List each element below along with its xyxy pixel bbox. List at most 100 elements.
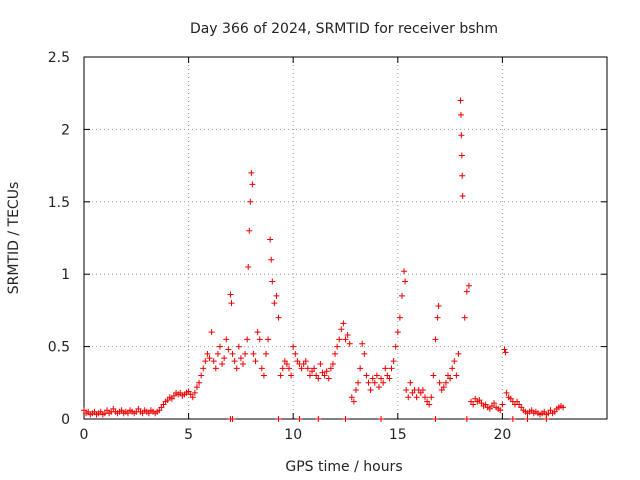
data-point: [458, 132, 465, 139]
data-point: [249, 181, 256, 188]
data-point: [315, 416, 322, 422]
data-point: [269, 278, 276, 285]
data-point: [206, 355, 213, 362]
data-point: [436, 379, 443, 386]
data-point: [432, 416, 439, 422]
data-point: [210, 358, 217, 365]
data-point: [390, 358, 397, 365]
data-point: [543, 416, 550, 422]
data-point: [317, 360, 324, 367]
data-point: [306, 372, 313, 379]
data-point: [292, 350, 299, 357]
data-point: [332, 350, 339, 357]
data-point: [325, 375, 332, 382]
data-point: [405, 394, 412, 401]
data-point: [455, 350, 462, 357]
data-point: [311, 365, 318, 372]
data-point: [327, 365, 334, 372]
data-point: [447, 375, 454, 382]
data-point: [396, 314, 403, 321]
data-point: [288, 372, 295, 379]
data-point: [442, 379, 449, 386]
plot-frame: [83, 56, 608, 420]
data-point: [457, 97, 464, 104]
data-point: [388, 365, 395, 372]
data-point: [189, 394, 196, 401]
data-point: [268, 256, 275, 263]
data-point: [352, 387, 359, 394]
data-point: [229, 350, 236, 357]
data-point: [449, 365, 456, 372]
data-point: [212, 365, 219, 372]
data-point: [214, 350, 221, 357]
data-point: [231, 358, 238, 365]
y-tick-label: 0.5: [48, 340, 70, 356]
data-point: [503, 389, 510, 396]
x-axis-label: GPS time / hours: [285, 459, 402, 475]
data-point: [365, 379, 372, 386]
data-point: [239, 360, 246, 367]
data-point: [323, 368, 330, 375]
data-point: [275, 314, 282, 321]
data-point: [342, 416, 349, 422]
y-tick-label: 1.5: [48, 195, 70, 211]
data-point: [315, 375, 322, 382]
tick-labels: 0 5 10 15 20 0 0.5 1 1.5 2 2.5: [48, 50, 512, 443]
data-point: [298, 365, 305, 372]
data-point: [260, 372, 267, 379]
data-point: [363, 372, 370, 379]
data-point: [275, 416, 282, 422]
data-point: [279, 365, 286, 372]
data-point: [246, 227, 253, 234]
data-point: [296, 416, 303, 422]
data-point: [419, 387, 426, 394]
data-point: [235, 343, 242, 350]
data-point: [470, 401, 477, 408]
data-point: [216, 343, 223, 350]
data-point: [401, 268, 408, 275]
x-tick-label: 0: [80, 427, 89, 443]
data-point: [329, 360, 336, 367]
data-point: [369, 375, 376, 382]
data-point: [371, 379, 378, 386]
data-point: [350, 398, 357, 405]
y-tick-label: 2.5: [48, 50, 70, 66]
data-point: [336, 336, 343, 343]
data-point: [221, 355, 228, 362]
data-point: [200, 365, 207, 372]
data-point: [283, 360, 290, 367]
data-point: [499, 401, 506, 408]
data-point: [497, 407, 504, 414]
data-point: [367, 387, 374, 394]
data-point: [338, 326, 345, 333]
data-point: [244, 336, 251, 343]
data-point: [223, 336, 230, 343]
data-point: [346, 340, 353, 347]
data-point: [380, 379, 387, 386]
data-point: [434, 314, 441, 321]
data-point: [402, 278, 409, 285]
data-point: [198, 372, 205, 379]
data-point: [524, 416, 531, 422]
data-point: [465, 282, 472, 289]
data-point: [373, 372, 380, 379]
data-point: [304, 365, 311, 372]
data-point: [267, 236, 274, 243]
y-tick-label: 2: [61, 122, 70, 138]
data-point: [344, 332, 351, 339]
data-point: [271, 300, 278, 307]
data-point: [225, 346, 232, 353]
data-point: [196, 379, 203, 386]
data-point: [321, 372, 328, 379]
data-point: [247, 198, 254, 205]
data-point: [457, 111, 464, 118]
data-point: [334, 343, 341, 350]
data-point: [502, 349, 509, 356]
data-point: [435, 303, 442, 310]
data-point: [340, 320, 347, 327]
data-point: [392, 343, 399, 350]
data-point: [256, 336, 263, 343]
data-point: [263, 350, 270, 357]
x-tick-label: 5: [184, 427, 193, 443]
